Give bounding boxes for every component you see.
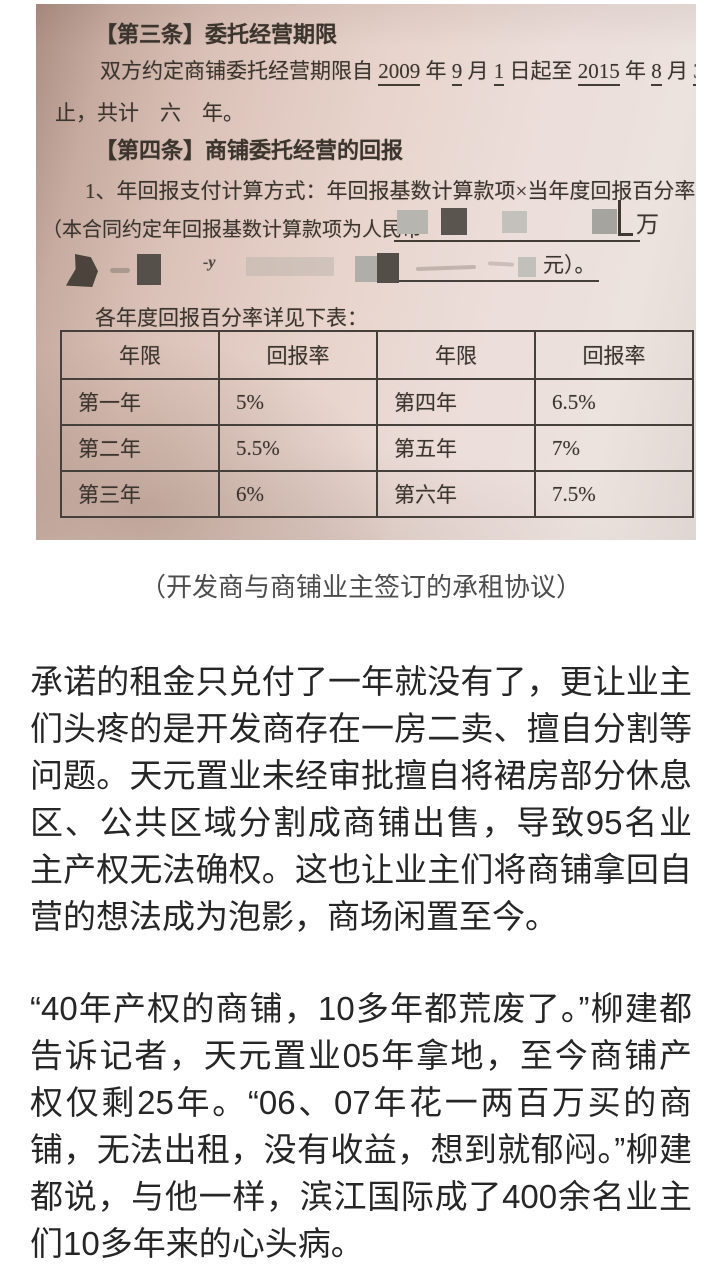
year-cell: 第一年	[60, 378, 220, 426]
term-segment: 月	[661, 59, 694, 83]
term-segment: 年	[619, 59, 652, 83]
redaction-block	[377, 253, 399, 283]
year-cell: 第三年	[60, 470, 220, 518]
faint-mark	[110, 268, 130, 273]
col-header-rate: 回报率	[218, 330, 378, 380]
rate-cell: 5%	[218, 378, 378, 426]
term-total-line: 止，共计 六 年。	[55, 101, 244, 125]
calc-method-line: 1、年回报支付计算方式：年回报基数计算款项×当年度回报百分率	[85, 179, 696, 203]
handwritten-y-mark: -y	[203, 254, 216, 271]
table-row: 第一年 5% 第四年 6.5%	[60, 378, 694, 426]
year-cell: 第二年	[60, 424, 220, 472]
rate-cell: 6%	[218, 470, 378, 518]
term-end-day: 31	[693, 59, 696, 86]
term-start-day: 1	[493, 59, 505, 86]
term-segment: 双方约定商铺委托经营期限自	[100, 59, 379, 83]
handwritten-stroke	[618, 200, 633, 236]
term-end-month: 8	[651, 59, 662, 86]
base-amount-prefix: （本合同约定年回报基数计算款项为人民币	[42, 219, 422, 241]
term-segment: 月	[462, 59, 494, 83]
redaction-block	[518, 257, 536, 277]
col-header-years: 年限	[60, 330, 220, 380]
term-line: 双方约定商铺委托经营期限自 2009 年 9 月 1 日起至 2015 年 8 …	[100, 58, 696, 86]
amount-underline-2	[399, 253, 599, 282]
rate-cell: 7%	[534, 424, 694, 472]
redaction-block	[137, 254, 161, 285]
rate-cell: 7.5%	[534, 470, 694, 518]
return-rate-table: 年限 回报率 年限 回报率 第一年 5% 第四年 6.5% 第二年 5.5% 第…	[60, 330, 694, 518]
article-body: 承诺的租金只兑付了一年就没有了，更让业主们头疼的是开发商存在一房二卖、擅自分割等…	[0, 658, 722, 1267]
table-intro-line: 各年度回报百分率详见下表：	[95, 306, 368, 330]
term-segment: 年	[420, 59, 452, 83]
unit-wan-label: 万	[636, 212, 659, 237]
handwritten-blot	[66, 254, 98, 287]
redaction-block	[592, 209, 617, 234]
redaction-smear	[246, 257, 334, 276]
rate-cell: 6.5%	[534, 378, 694, 426]
table-header-row: 年限 回报率 年限 回报率	[60, 330, 694, 380]
amount-underline-1	[394, 214, 640, 242]
article-paragraph-1: 承诺的租金只兑付了一年就没有了，更让业主们头疼的是开发商存在一房二卖、擅自分割等…	[30, 663, 692, 935]
term-segment: 日起至	[504, 59, 578, 83]
clause-3-title: 【第三条】委托经营期限	[95, 22, 338, 47]
redaction-block	[397, 210, 428, 234]
contract-photo: 【第三条】委托经营期限 双方约定商铺委托经营期限自 2009 年 9 月 1 日…	[36, 4, 696, 540]
year-cell: 第六年	[376, 470, 536, 518]
table-row: 第三年 6% 第六年 7.5%	[60, 470, 694, 518]
redaction-block	[355, 256, 377, 282]
term-start-year: 2009	[378, 59, 421, 86]
term-end-year: 2015	[577, 59, 620, 86]
redaction-block	[441, 208, 467, 235]
col-header-rate: 回报率	[534, 330, 694, 380]
unit-yuan-label: 元）。	[543, 253, 596, 277]
year-cell: 第五年	[376, 424, 536, 472]
photo-caption: （开发商与商铺业主签订的承租协议）	[139, 572, 582, 602]
col-header-years: 年限	[376, 330, 536, 380]
article-paragraph-2: “40年产权的商铺，10多年都荒废了。”柳建都告诉记者，天元置业05年拿地，至今…	[30, 990, 692, 1262]
clause-4-title: 【第四条】商铺委托经营的回报	[95, 138, 404, 163]
term-start-month: 9	[451, 59, 463, 86]
redaction-block	[502, 211, 527, 233]
table-row: 第二年 5.5% 第五年 7%	[60, 424, 694, 472]
year-cell: 第四年	[376, 378, 536, 426]
rate-cell: 5.5%	[218, 424, 378, 472]
